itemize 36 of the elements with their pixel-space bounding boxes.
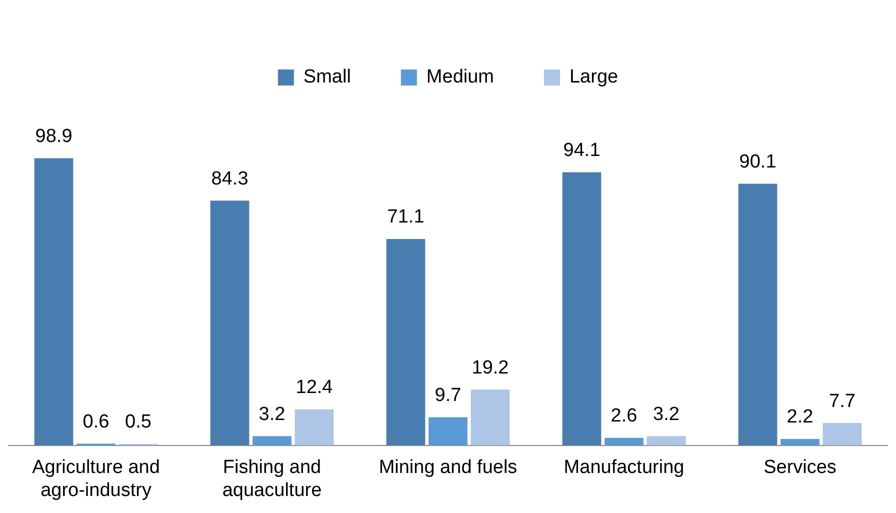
data-label: 71.1 xyxy=(387,206,424,228)
bar xyxy=(294,409,334,446)
legend-label: Large xyxy=(569,66,618,88)
x-tick-label: Manufacturing xyxy=(564,457,684,478)
bar xyxy=(738,184,778,446)
bar xyxy=(252,436,292,446)
data-label: 19.2 xyxy=(472,357,509,378)
data-label: 3.2 xyxy=(653,404,680,425)
x-tick-label: Agriculture and agro-industry xyxy=(32,457,160,501)
bar xyxy=(210,200,250,446)
data-label: 2.6 xyxy=(610,406,638,427)
data-label: 94.1 xyxy=(563,140,600,161)
data-label: 90.1 xyxy=(739,152,776,173)
data-label: 2.2 xyxy=(786,406,814,428)
legend-label: Small xyxy=(303,66,351,88)
data-label: 12.4 xyxy=(296,377,334,398)
x-tick-label: Mining and fuels xyxy=(378,457,518,478)
bar xyxy=(604,438,644,446)
data-label: 84.3 xyxy=(211,168,248,190)
bar xyxy=(34,158,74,446)
bar xyxy=(428,417,468,446)
x-tick-label: Services xyxy=(764,457,836,478)
data-label: 98.9 xyxy=(35,126,72,147)
bar xyxy=(386,238,426,446)
bar xyxy=(780,439,820,446)
data-label: 9.7 xyxy=(434,384,462,406)
legend-label: Medium xyxy=(426,66,494,88)
data-label: 0.6 xyxy=(82,411,110,432)
data-label: 0.5 xyxy=(125,412,152,433)
bar xyxy=(822,423,862,446)
x-tick-label: Fishing and aquaculture xyxy=(222,457,322,501)
data-label: 3.2 xyxy=(258,404,286,425)
bar xyxy=(470,390,510,446)
data-label: 7.7 xyxy=(829,390,856,412)
bar xyxy=(562,172,602,446)
bar xyxy=(646,436,686,446)
